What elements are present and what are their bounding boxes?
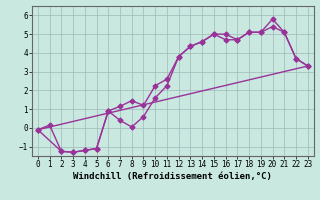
- X-axis label: Windchill (Refroidissement éolien,°C): Windchill (Refroidissement éolien,°C): [73, 172, 272, 181]
